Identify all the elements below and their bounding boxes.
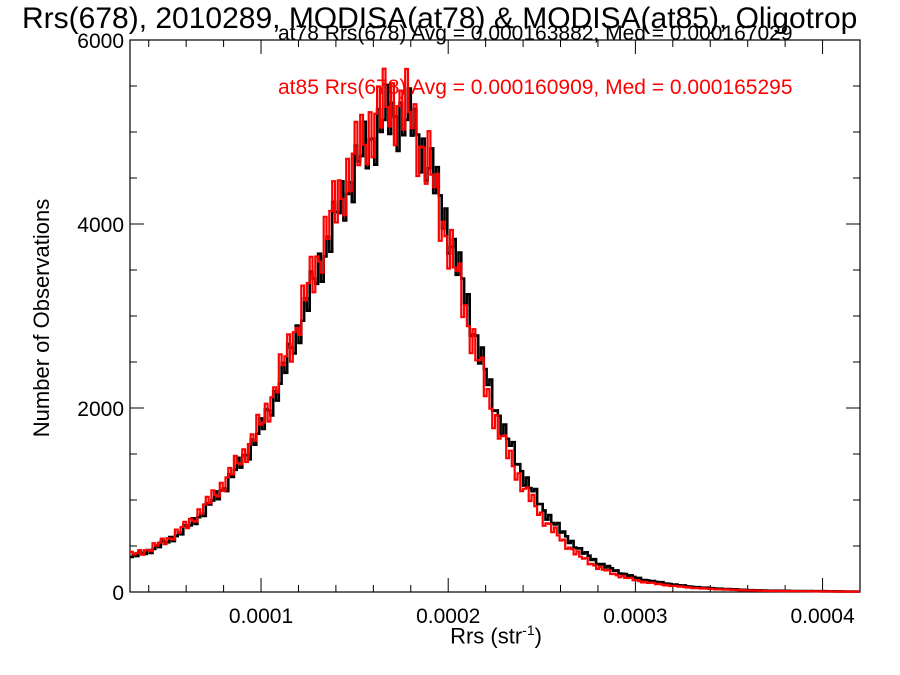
y-tick-label: 0 [112, 582, 124, 605]
x-axis-label-close: ) [534, 623, 542, 649]
x-axis-label-main: Rrs (str [450, 623, 523, 649]
axis-ticks: 0 2000 4000 6000 0.0001 0.0002 0.0003 0.0004 [77, 30, 861, 628]
legend-entry-at78: at78 Rrs(678) Avg = 0.000163882, Med = 0… [278, 22, 793, 45]
x-tick-label: 0.0003 [603, 605, 667, 628]
chart-title: Rrs(678), 2010289, MODISA(at78) & MODISA… [22, 2, 858, 35]
x-tick-label: 0.0004 [790, 605, 855, 628]
plot-axes [129, 39, 861, 593]
series-line-at85 [130, 67, 860, 593]
y-axis-label: Number of Observations [29, 198, 54, 438]
legend-entry-at85: at85 Rrs(678) Avg = 0.000160909, Med = 0… [278, 76, 793, 99]
series-group [130, 67, 860, 593]
x-axis-label-exponent: -1 [522, 622, 535, 638]
x-axis-label: Rrs (str-1) [450, 622, 542, 649]
y-tick-label: 4000 [77, 214, 124, 237]
series-line-at78 [130, 83, 860, 593]
y-tick-label: 2000 [77, 398, 124, 421]
plot-frame [129, 39, 861, 593]
x-tick-label: 0.0002 [416, 605, 480, 628]
y-tick-label: 6000 [77, 30, 124, 53]
x-tick-label: 0.0001 [229, 605, 293, 628]
